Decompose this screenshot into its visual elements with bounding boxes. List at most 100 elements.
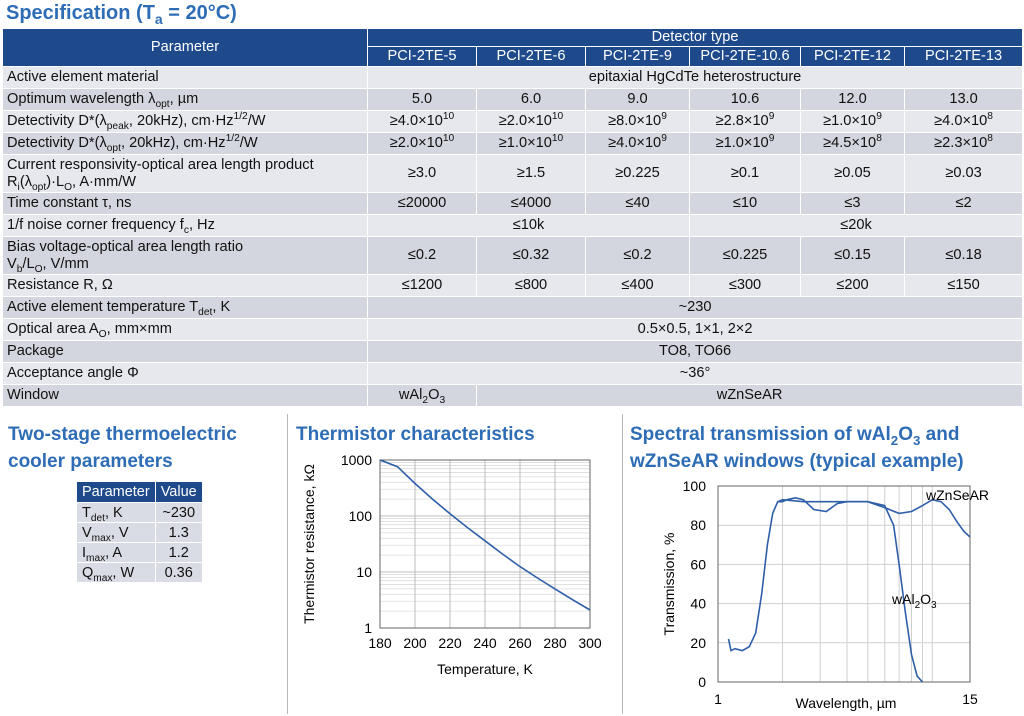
row-label: Current responsivity-optical area length… xyxy=(2,154,368,193)
x-tick-label: 200 xyxy=(403,635,427,651)
cooler-value: 1.2 xyxy=(154,542,203,563)
divider xyxy=(622,414,623,714)
cell-value: ≤3 xyxy=(800,192,905,215)
cooler-value: ~230 xyxy=(154,502,203,523)
cooler-value: 1.3 xyxy=(154,522,203,543)
cell-value: ≤40 xyxy=(585,192,690,215)
y-tick-label: 60 xyxy=(690,556,706,572)
y-tick-label: 1 xyxy=(364,620,372,636)
cell-value: 12.0 xyxy=(800,88,905,111)
row-package: Package TO8, TO66 xyxy=(2,340,1024,363)
cell-value: ≥0.1 xyxy=(689,154,801,193)
cooler-param: Imax, A xyxy=(76,542,156,563)
cell-value: ≥0.225 xyxy=(585,154,690,193)
cell-value: ≤200 xyxy=(800,274,905,297)
cell-value: ≤800 xyxy=(476,274,586,297)
row-label: Active element material xyxy=(2,66,368,89)
row-bias: Bias voltage-optical area length ratio Vb… xyxy=(2,236,1024,275)
cell-value: ≤0.225 xyxy=(689,236,801,275)
parameter-header: Parameter xyxy=(2,28,368,67)
row-label: Optimum wavelength λopt, µm xyxy=(2,88,368,111)
cell-value: ≥1.0×109 xyxy=(800,110,905,133)
x-tick-label: 300 xyxy=(578,635,602,651)
model-header: PCI-2TE-10.6 xyxy=(689,46,801,67)
cell-value: 5.0 xyxy=(367,88,477,111)
row-label: Detectivity D*(λopt, 20kHz), cm·Hz1/2/W xyxy=(2,132,368,155)
divider xyxy=(287,414,288,714)
cell-value: ≥2.8×109 xyxy=(689,110,801,133)
cell-value: ≤2 xyxy=(903,192,1024,215)
cooler-param: Tdet, K xyxy=(76,502,156,523)
row-label: Package xyxy=(2,340,368,363)
row-material: Active element material epitaxial HgCdTe… xyxy=(2,66,1024,89)
x-tick-label: 260 xyxy=(508,635,532,651)
thermistor-chart: 180 200 220 240 260 280 300 1 10 100 1000 Tempera… xyxy=(301,452,602,677)
cell-value: ≥0.05 xyxy=(800,154,905,193)
plot-frame xyxy=(717,485,971,683)
x-axis-label: Temperature, K xyxy=(437,661,533,677)
y-tick-label: 100 xyxy=(349,508,373,524)
row-detectivity-opt: Detectivity D*(λopt, 20kHz), cm·Hz1/2/W … xyxy=(2,132,1024,155)
model-header: PCI-2TE-5 xyxy=(367,46,477,67)
x-tick-label: 280 xyxy=(543,635,567,651)
row-window: Window wAl2O3 wZnSeAR xyxy=(2,384,1024,407)
y-tick-label: 0 xyxy=(698,674,706,690)
detector-type-header: Detector type xyxy=(366,28,1024,47)
row-label: Resistance R, Ω xyxy=(2,274,368,297)
cell-value: ~36° xyxy=(366,362,1024,385)
cell-value: 9.0 xyxy=(585,88,690,111)
cell-value: ≤10k xyxy=(367,214,690,237)
row-label: 1/f noise corner frequency fc, Hz xyxy=(2,214,368,237)
model-header: PCI-2TE-13 xyxy=(903,46,1024,67)
y-tick-label: 1000 xyxy=(341,452,372,468)
row-label: Active element temperature Tdet, K xyxy=(2,296,368,319)
row-label: Detectivity D*(λpeak, 20kHz), cm·Hz1/2/W xyxy=(2,110,368,133)
spec-table: Parameter Detector type PCI-2TE-5 PCI-2T… xyxy=(2,28,1024,407)
cell-value: ≥4.5×108 xyxy=(800,132,905,155)
y-tick-label: 20 xyxy=(690,635,706,651)
y-axis-label: Thermistor resistance, kΩ xyxy=(301,464,317,624)
spec-title: Specification (Ta = 20°C) xyxy=(6,2,237,27)
cooler-param: Vmax, V xyxy=(76,522,156,543)
y-tick-label: 100 xyxy=(683,478,707,494)
cell-value: ≥1.5 xyxy=(476,154,586,193)
cooler-row: Tdet, K ~230 xyxy=(76,502,203,523)
series-label-wznsear: wZnSeAR xyxy=(925,487,989,503)
cell-value: ≤20k xyxy=(688,214,1024,237)
cell-value: 6.0 xyxy=(476,88,586,111)
series-label-wal2o3: wAl2O3 xyxy=(891,591,937,611)
cell-value: ≥2.3×108 xyxy=(903,132,1024,155)
cooler-value: 0.36 xyxy=(154,562,203,583)
cell-value: ≥4.0×1010 xyxy=(367,110,477,133)
cell-value: ≤0.32 xyxy=(476,236,586,275)
x-tick-label: 180 xyxy=(368,635,392,651)
y-tick-label: 80 xyxy=(690,517,706,533)
cooler-row: Vmax, V 1.3 xyxy=(76,522,203,543)
x-tick-label: 220 xyxy=(438,635,462,651)
cell-value: 0.5×0.5, 1×1, 2×2 xyxy=(366,318,1024,341)
row-acceptance: Acceptance angle Φ ~36° xyxy=(2,362,1024,385)
row-label: Acceptance angle Φ xyxy=(2,362,368,385)
row-noise-corner: 1/f noise corner frequency fc, Hz ≤10k ≤… xyxy=(2,214,1024,237)
x-tick-label: 1 xyxy=(714,691,722,707)
cooler-title: Two-stage thermoelectric cooler paramete… xyxy=(8,424,237,472)
cell-value: ≥2.0×1010 xyxy=(367,132,477,155)
cell-value: ≥4.0×109 xyxy=(585,132,690,155)
cooler-row: Imax, A 1.2 xyxy=(76,542,203,563)
cell-value: TO8, TO66 xyxy=(366,340,1024,363)
cell-value: ≥4.0×108 xyxy=(903,110,1024,133)
y-tick-label: 40 xyxy=(690,596,706,612)
cell-value: ≥1.0×1010 xyxy=(476,132,586,155)
cell-value: ≤1200 xyxy=(367,274,477,297)
x-tick-label: 15 xyxy=(962,691,978,707)
model-header: PCI-2TE-12 xyxy=(800,46,905,67)
row-label: Time constant τ, ns xyxy=(2,192,368,215)
x-axis-label: Wavelength, µm xyxy=(796,695,897,711)
cooler-header-parameter: Parameter xyxy=(76,481,156,503)
row-time-constant: Time constant τ, ns ≤20000 ≤4000 ≤40 ≤10… xyxy=(2,192,1024,215)
wal2o3-curve xyxy=(727,498,924,683)
row-optical-area: Optical area AO, mm×mm 0.5×0.5, 1×1, 2×2 xyxy=(2,318,1024,341)
model-header: PCI-2TE-6 xyxy=(476,46,586,67)
cooler-header-value: Value xyxy=(154,481,203,503)
row-temperature: Active element temperature Tdet, K ~230 xyxy=(2,296,1024,319)
